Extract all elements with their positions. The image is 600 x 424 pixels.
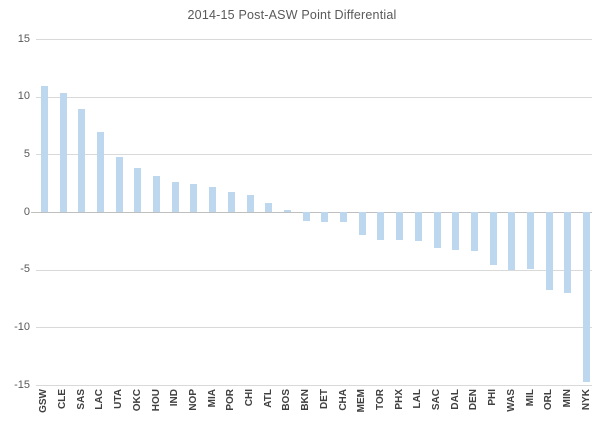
bar — [40, 86, 48, 212]
x-axis-category-label: OKC — [131, 389, 143, 412]
x-axis-category-label: LAL — [412, 389, 424, 409]
x-axis-category-label: NYK — [580, 389, 592, 411]
bar — [134, 168, 142, 212]
bar — [283, 209, 291, 212]
x-axis-category-label: BOS — [281, 389, 293, 411]
x-axis-category-label: WAS — [505, 389, 517, 412]
bar — [115, 156, 123, 212]
x-axis-category-label: MIA — [206, 389, 218, 408]
x-axis-category-label: SAC — [431, 389, 442, 411]
y-axis-tick-label: -15 — [14, 379, 30, 391]
zero-axis-line — [31, 212, 592, 213]
x-axis-category-label: NOP — [187, 389, 199, 411]
bar — [340, 212, 347, 223]
gridline — [36, 97, 592, 98]
x-axis-category-label: PHX — [393, 389, 405, 410]
x-axis-category-label: MIL — [524, 389, 536, 407]
gridline — [36, 385, 592, 386]
x-axis-category-label: CHI — [244, 389, 255, 407]
y-axis-tick-label: 10 — [17, 90, 30, 102]
bar — [302, 212, 310, 222]
bar — [564, 212, 572, 293]
y-axis-tick-label: 0 — [23, 206, 30, 218]
bar — [265, 202, 273, 212]
y-axis-tick-label: 5 — [23, 148, 30, 160]
gridline — [36, 270, 592, 271]
bar — [96, 132, 104, 212]
x-axis-category-label: DAL — [449, 389, 461, 410]
x-axis-category-label: TOR — [374, 389, 386, 410]
x-axis-category-label: ATL — [262, 389, 274, 408]
bar — [489, 212, 497, 266]
x-axis-category-label: DET — [318, 389, 330, 409]
x-axis-category-label: POR — [225, 389, 237, 411]
x-axis-category-label: CLE — [57, 389, 68, 409]
bar — [377, 212, 385, 240]
x-axis-category-label: DEN — [468, 389, 480, 411]
x-axis-category-label: SAS — [75, 389, 87, 410]
bar — [396, 212, 404, 240]
y-axis-tick-label: 15 — [17, 33, 30, 45]
x-axis-category-label: HOU — [150, 389, 162, 412]
x-axis-category-label: IND — [169, 389, 181, 407]
bar — [78, 109, 86, 212]
x-axis-category-label: ORL — [543, 389, 555, 411]
bar — [59, 93, 67, 212]
x-axis-category-label: MEM — [356, 389, 368, 413]
x-axis-category-label: BKN — [300, 389, 312, 411]
gridline — [36, 154, 592, 155]
bar — [527, 212, 534, 269]
bar — [583, 212, 591, 382]
bar — [171, 182, 179, 212]
bar — [545, 212, 553, 291]
y-axis-tick-label: -5 — [20, 263, 30, 275]
y-axis-tick-label: -10 — [14, 321, 30, 333]
chart-title: 2014-15 Post-ASW Point Differential — [187, 8, 397, 22]
bar — [321, 212, 329, 223]
bar — [209, 186, 217, 212]
x-axis-category-label: PHI — [487, 389, 499, 406]
x-axis-category-label: UTA — [113, 389, 125, 409]
bar — [470, 212, 478, 252]
bar — [246, 194, 254, 212]
gridline — [36, 39, 592, 40]
bar — [153, 176, 160, 212]
bar — [190, 184, 198, 212]
bar — [414, 212, 422, 241]
x-axis-category-label: MIN — [561, 389, 573, 408]
bar — [227, 192, 235, 212]
x-axis-category-label: LAC — [94, 389, 106, 410]
bar — [358, 212, 366, 236]
bar — [433, 212, 441, 248]
bar — [508, 212, 516, 270]
gridline — [36, 327, 592, 328]
bar — [452, 212, 460, 251]
x-axis-category-label: CHA — [337, 389, 349, 411]
x-axis-category-label: GSW — [38, 389, 50, 413]
